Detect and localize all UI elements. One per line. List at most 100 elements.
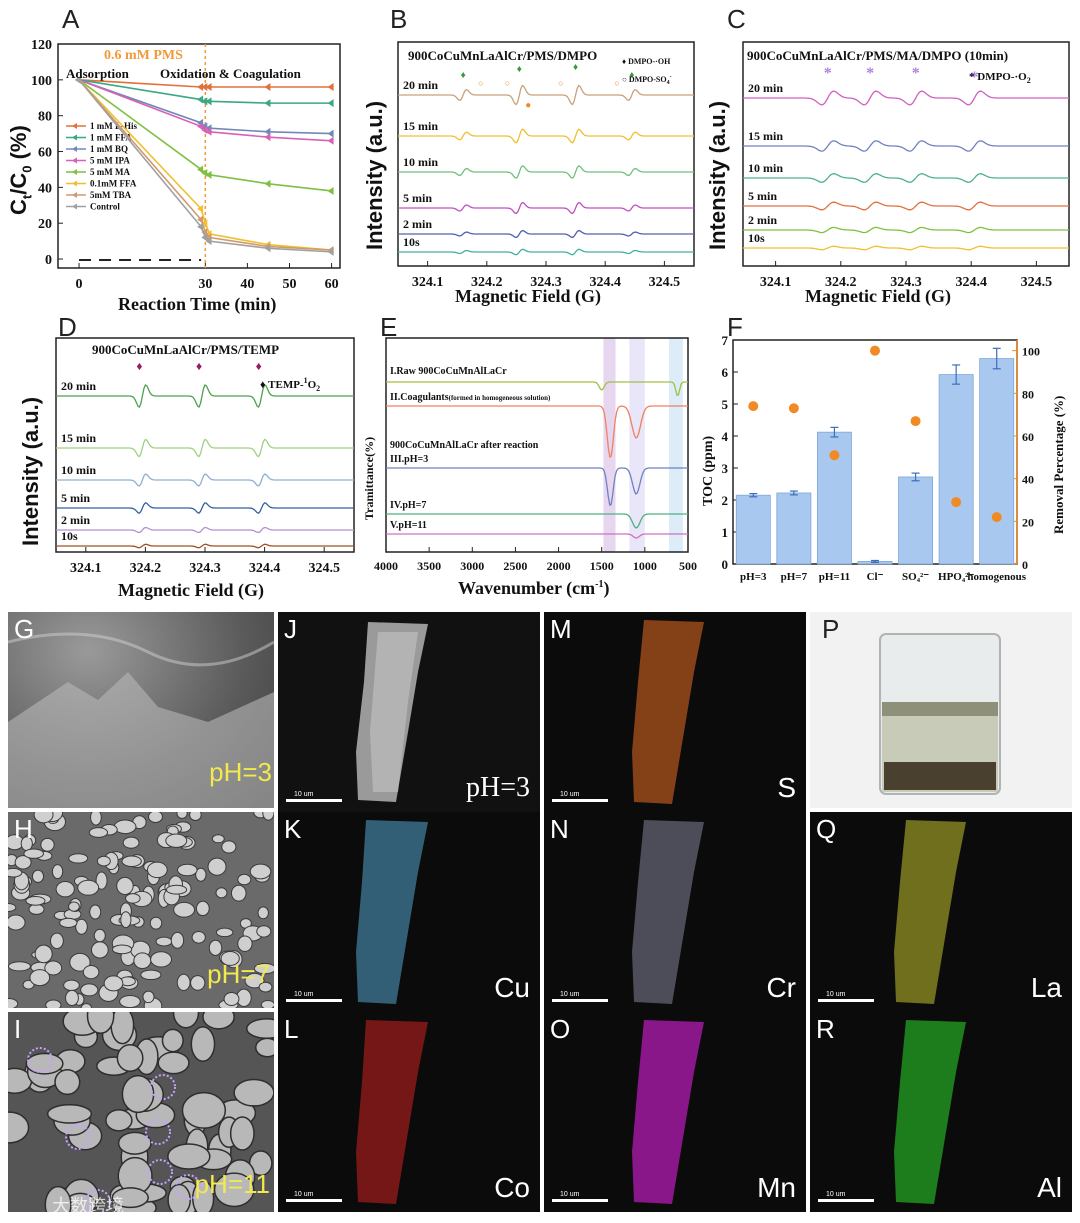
- sem-particle: [133, 952, 152, 970]
- scale-bar: [818, 1199, 874, 1202]
- sem-particle: [202, 1012, 235, 1030]
- peak-marker: ○: [478, 78, 483, 88]
- panel-a-ylabel: Ct/C0 (%): [6, 125, 35, 215]
- legend-marker: [72, 192, 77, 198]
- sem-particle: [90, 812, 102, 826]
- series-point: [264, 244, 271, 253]
- toc-bar: [979, 358, 1015, 565]
- sem-particle: [195, 867, 207, 882]
- scale-bar-text: 10 um: [560, 991, 580, 998]
- sem-particle: [207, 857, 227, 876]
- spectrum-line: [398, 201, 694, 215]
- spectrum-line: [56, 526, 354, 534]
- sem-particle: [77, 879, 100, 896]
- x-tick-label: 324.3: [890, 275, 922, 290]
- spectrum-line: [56, 438, 354, 458]
- legend-marker: [72, 123, 77, 129]
- panel-e-ylabel: Tramittance(%): [362, 436, 376, 520]
- panel-l-element: Co: [494, 1172, 530, 1203]
- sem-particle: [140, 969, 162, 981]
- sem-particle: [95, 871, 108, 890]
- sem-particle: [173, 901, 196, 918]
- y-tick-label: 80: [38, 110, 52, 125]
- peak-marker: ♦: [461, 70, 466, 81]
- x-tick-label: 324.5: [649, 275, 681, 290]
- legend-label: 1 mM FFA: [90, 133, 132, 143]
- eds-shape-l: [356, 1020, 428, 1204]
- series-point: [197, 95, 204, 104]
- series-point: [201, 97, 208, 106]
- peak-marker: ○: [614, 78, 619, 88]
- legend-marker: [72, 157, 77, 164]
- panel-h-letter: H: [14, 814, 33, 844]
- peak-marker: ♦: [136, 359, 142, 373]
- legend-marker: [72, 146, 77, 152]
- sem-particle: [233, 1078, 274, 1107]
- x-tick-label: 60: [325, 277, 339, 292]
- sem-particle: [82, 965, 100, 980]
- x-tick-label: 4000: [374, 559, 398, 573]
- panel-a-xlabel: Reaction Time (min): [118, 294, 277, 314]
- legend-label-temp: ♦ TEMP-1O2: [260, 376, 320, 393]
- toc-bar: [776, 492, 812, 565]
- legend-label: 5mM TBA: [90, 190, 132, 200]
- panel-e-letter: E: [380, 312, 398, 342]
- scale-bar-text: 10 um: [826, 1191, 846, 1198]
- time-label: 20 min: [403, 78, 438, 92]
- time-label: 10 min: [748, 161, 783, 175]
- sem-particle: [246, 1018, 274, 1040]
- sem-particle: [93, 928, 106, 943]
- x-tick-label: 50: [282, 277, 296, 292]
- panel-c: C 324.1 324.2 324.3 324.4 324.5 20 min 15 min 1…: [705, 0, 1080, 320]
- spectrum-line: [398, 128, 694, 144]
- y-right-tick-label: 0: [1022, 558, 1028, 572]
- highlight-circle: [85, 1189, 111, 1212]
- y-tick-label: 6: [722, 365, 729, 380]
- sem-particle: [63, 979, 80, 991]
- y-right-tick-label: 80: [1022, 387, 1034, 401]
- time-label: 2 min: [748, 213, 777, 227]
- peak-marker: ♦: [256, 359, 262, 373]
- panel-f-ylabel-left: TOC (ppm): [701, 435, 716, 506]
- sem-particle: [213, 1172, 255, 1208]
- x-tick-label: 324.4: [955, 275, 987, 290]
- sem-particle: [249, 863, 272, 880]
- y-tick-label: 0: [45, 253, 52, 268]
- spectrum-label: V.pH=11: [390, 520, 427, 531]
- x-tick-label: 324.4: [589, 275, 621, 290]
- sem-particle: [120, 911, 132, 929]
- legend-label-so4: ○ DMPO-SO4-: [622, 74, 672, 86]
- panel-m-element: S: [777, 772, 796, 803]
- removal-point: [748, 401, 759, 412]
- y-right-tick-label: 20: [1022, 515, 1034, 529]
- ftir-spectrum: [386, 467, 688, 507]
- spectrum-line: [743, 90, 1069, 106]
- scale-bar: [286, 999, 342, 1002]
- panel-k-letter: K: [284, 814, 302, 844]
- sem-particle: [237, 873, 252, 886]
- sem-particle: [148, 812, 163, 824]
- x-tick-label: 324.5: [308, 561, 340, 576]
- sem-particle: [75, 918, 88, 935]
- y-right-tick-label: 100: [1022, 345, 1040, 359]
- peak-marker: ○: [558, 78, 563, 88]
- panel-b-xlabel: Magnetic Field (G): [455, 286, 601, 306]
- peak-marker: *: [970, 69, 978, 86]
- series-line: [78, 79, 332, 251]
- sem-particle: [45, 999, 62, 1008]
- sem-particle: [51, 864, 64, 880]
- sem-particle: [80, 983, 99, 997]
- sem-particle: [220, 950, 240, 966]
- sem-image-ph7: H pH=7: [8, 812, 274, 1008]
- panel-a: A 0 20 40 60 80 100 120 0 30 40 50 60 1 mM L-His 1 mM…: [0, 0, 360, 320]
- y-tick-label: 7: [722, 333, 729, 348]
- sem-particle: [86, 1012, 115, 1035]
- x-tick-label: 30: [198, 277, 212, 292]
- series-point: [201, 233, 208, 242]
- sem-particle: [116, 1043, 144, 1073]
- series-point: [264, 127, 271, 136]
- scale-bar-text: 10 um: [826, 991, 846, 998]
- series-point: [197, 122, 204, 131]
- series-point: [197, 83, 204, 92]
- series-point: [264, 179, 271, 188]
